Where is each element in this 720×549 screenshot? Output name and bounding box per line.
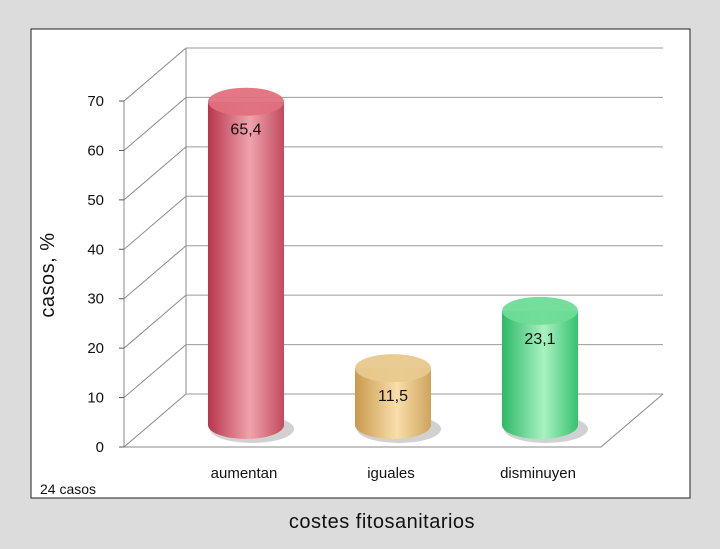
floor-edge [124, 393, 664, 448]
bar-top [355, 354, 431, 383]
grid-diagonal [123, 344, 187, 398]
x-tick-label: iguales [367, 465, 415, 482]
grid-diagonal [123, 393, 187, 448]
data-label: 65,4 [230, 122, 261, 139]
y-tick-label: 70 [87, 93, 104, 110]
bars: 65,4 aumentan 11,5 iguales 23,1 disminuyen [208, 87, 588, 482]
sample-size-note: 24 casos [40, 481, 96, 497]
y-axis-label: casos, % [37, 232, 59, 317]
bar-disminuyen: 23,1 [502, 296, 588, 443]
x-axis-label: costes fitosanitarios [289, 511, 475, 533]
bar-aumentan: 65,4 [208, 87, 294, 443]
bar-top [208, 87, 284, 116]
y-tick-label: 10 [87, 390, 104, 407]
bar-body [355, 368, 431, 439]
bar-iguales: 11,5 [355, 354, 441, 443]
grid-diagonal [123, 294, 187, 349]
y-tick-label: 60 [87, 142, 104, 159]
grid-diagonal [123, 97, 187, 151]
grid-diagonal [123, 195, 187, 250]
bar-top [502, 296, 578, 325]
data-label: 11,5 [378, 388, 408, 405]
bar-body [502, 310, 578, 439]
y-tick-label: 40 [87, 241, 104, 258]
x-tick-label: disminuyen [500, 465, 576, 482]
y-tick-label: 0 [96, 439, 104, 456]
bar-body [208, 101, 284, 439]
y-tick-label: 20 [87, 340, 104, 357]
x-tick-label: aumentan [211, 465, 278, 482]
y-tick-label: 50 [87, 192, 104, 209]
y-axis: 0 10 20 30 40 50 60 70 [87, 93, 124, 456]
data-label: 23,1 [524, 331, 555, 348]
grid-diagonal [123, 47, 187, 102]
grid-diagonal [123, 245, 187, 300]
grid-diagonal [123, 146, 187, 201]
y-tick-label: 30 [87, 291, 104, 308]
